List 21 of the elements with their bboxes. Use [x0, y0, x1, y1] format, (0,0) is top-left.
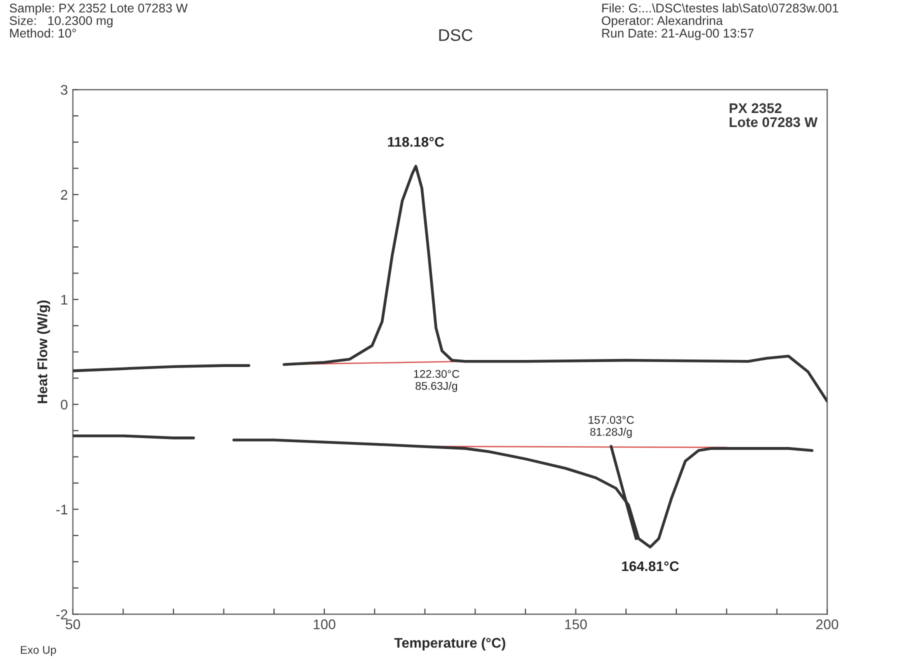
y-tick-label: 2 — [60, 190, 68, 200]
x-tick-label: 100 — [314, 619, 336, 630]
y-tick-label: 1 — [61, 294, 68, 304]
y-tick-label: 3 — [60, 84, 68, 95]
chart-title: DSC — [439, 29, 472, 41]
x-tick-label: 150 — [565, 619, 587, 630]
annotation: 157.03°C 81.28J/g — [588, 416, 634, 438]
annotation: 122.30°C 85.63J/g — [414, 370, 460, 392]
annotation: PX 2352 Lote 07283 W — [730, 103, 818, 128]
annotation: 118.18°C — [388, 136, 444, 147]
x-tick-label: 200 — [816, 619, 838, 630]
y-tick-label: -2 — [56, 610, 68, 620]
text: File: G:...\DSC\testes lab\Sato\07283w.001 Operator: Alexandrina Run Date: 21-Aug-00 13:57 — [602, 3, 838, 40]
x-axis-title: Temperature (°C) — [394, 638, 506, 651]
text: Exo Up — [20, 646, 56, 656]
y-axis-title: Heat Flow (W/g) — [37, 300, 50, 404]
x-tick-label: 50 — [66, 619, 80, 630]
text: Sample: PX 2352 Lote 07283 W Size: 10.2300 mg Method: 10° — [10, 3, 188, 38]
y-tick-label: -1 — [56, 504, 68, 514]
y-tick-label: 0 — [60, 400, 68, 410]
annotation: 164.81°C — [622, 561, 679, 572]
